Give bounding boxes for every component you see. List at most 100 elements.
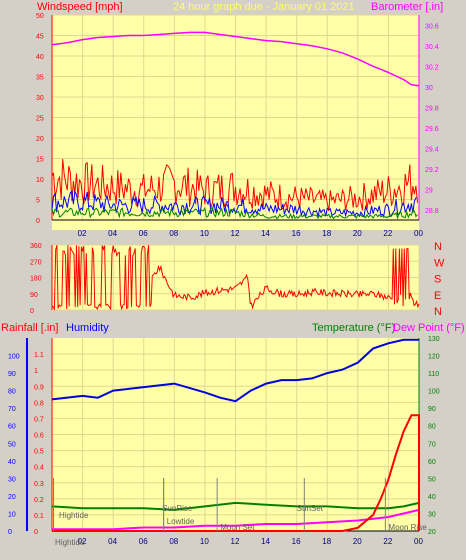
- temperature-tick-label: 70: [428, 441, 436, 448]
- windspeed-label: Windspeed [mph]: [37, 1, 123, 13]
- wind-tick-label: 30: [36, 95, 44, 102]
- humidity-tick-label: 40: [8, 459, 16, 466]
- humidity-tick-label: 70: [8, 406, 16, 413]
- humidity-tick-label: 30: [8, 476, 16, 483]
- rain-tick-label: 1: [34, 368, 38, 375]
- temperature-tick-label: 100: [428, 389, 440, 396]
- barometer-tick-label: 29.2: [425, 167, 439, 174]
- direction-tick-label: 180: [30, 276, 42, 283]
- time-tick-label: 20: [353, 229, 362, 238]
- wind-tick-label: 45: [36, 34, 44, 41]
- barometer-tick-label: 30.2: [425, 64, 439, 71]
- wind-tick-label: 35: [36, 75, 44, 82]
- time-tick-label: 02: [78, 537, 87, 546]
- rain-tick-label: 0.6: [34, 433, 44, 440]
- wind-series-line: [51, 206, 418, 220]
- humidity-tick-label: 20: [8, 494, 16, 501]
- wind-series-line: [51, 158, 418, 212]
- barometer-tick-label: 29.4: [425, 146, 439, 153]
- temperature-label: Temperature (°F): [312, 322, 395, 334]
- barometer-tick-label: 28.8: [425, 208, 439, 215]
- direction-tick-label: 90: [30, 292, 38, 299]
- humidity-tick-label: 50: [8, 441, 16, 448]
- event-label: Hightide: [55, 538, 85, 547]
- time-tick-label: 22: [383, 537, 392, 546]
- temperature-tick-label: 120: [428, 354, 440, 361]
- temperature-tick-label: 20: [428, 529, 436, 536]
- rain-tick-label: 0.5: [34, 449, 44, 456]
- rain-tick-label: 0.4: [34, 465, 44, 472]
- rain-tick-label: 0.2: [34, 497, 44, 504]
- time-tick-label: 06: [139, 229, 148, 238]
- chart-marks: 0510152025303540455028.82929.229.429.629…: [8, 13, 445, 547]
- rainfall-label: Rainfall [.in]: [1, 322, 58, 334]
- humidity-tick-label: 60: [8, 424, 16, 431]
- time-tick-label: 10: [200, 537, 209, 546]
- direction-tick-label: 270: [30, 259, 42, 266]
- temperature-tick-label: 50: [428, 476, 436, 483]
- time-tick-label: 14: [261, 229, 270, 238]
- barometer-tick-label: 29.8: [425, 105, 439, 112]
- rain-tick-label: 0: [34, 529, 38, 536]
- time-tick-label: 02: [78, 229, 87, 238]
- time-tick-label: 20: [353, 537, 362, 546]
- wind-tick-label: 0: [36, 218, 40, 225]
- time-tick-label: 10: [200, 229, 209, 238]
- wind-tick-label: 15: [36, 157, 44, 164]
- event-label: Moon Rise: [388, 523, 427, 532]
- time-tick-label: 22: [383, 229, 392, 238]
- barometer-label: Barometer [.in]: [371, 1, 443, 13]
- rain-tick-label: 0.1: [34, 513, 44, 520]
- humidity-tick-label: 100: [8, 354, 20, 361]
- wind-tick-label: 5: [36, 198, 40, 205]
- compass-label: S: [434, 274, 441, 286]
- wind-tick-label: 20: [36, 136, 44, 143]
- wind-tick-label: 25: [36, 116, 44, 123]
- time-tick-label: 06: [139, 537, 148, 546]
- rain-tick-label: 0.7: [34, 416, 44, 423]
- direction-tick-label: 360: [30, 243, 42, 250]
- temperature-tick-label: 90: [428, 406, 436, 413]
- time-tick-label: 12: [231, 537, 240, 546]
- wind-tick-label: 40: [36, 54, 44, 61]
- time-tick-label: 14: [261, 537, 270, 546]
- humidity-tick-label: 0: [8, 529, 12, 536]
- time-tick-label: 08: [169, 537, 178, 546]
- series-line-humidity: [51, 338, 419, 403]
- temperature-tick-label: 110: [428, 371, 439, 378]
- temperature-tick-label: 40: [428, 494, 436, 501]
- temperature-tick-label: 130: [428, 336, 440, 343]
- event-label: Moon Set: [220, 523, 255, 532]
- event-label: SunSet: [297, 504, 324, 513]
- rain-tick-label: 0.9: [34, 384, 44, 391]
- compass-label: W: [434, 257, 445, 269]
- wind-tick-label: 50: [36, 13, 44, 20]
- series-line-temperature: [51, 501, 420, 511]
- barometer-tick-label: 29.6: [425, 126, 439, 133]
- temperature-tick-label: 30: [428, 511, 436, 518]
- compass-label: N: [434, 241, 442, 253]
- time-tick-label: 16: [292, 537, 301, 546]
- time-tick-label: 12: [231, 229, 240, 238]
- event-label: SunRise: [162, 504, 193, 513]
- time-tick-label: 04: [108, 229, 117, 238]
- barometer-tick-label: 29: [425, 187, 433, 194]
- time-tick-label: 00: [414, 537, 423, 546]
- humidity-tick-label: 10: [8, 511, 16, 518]
- rain-tick-label: 0.8: [34, 400, 44, 407]
- barometer-line: [51, 31, 420, 87]
- time-tick-label: 08: [169, 229, 178, 238]
- series-line-dew-point: [52, 508, 420, 531]
- humidity-label: Humidity: [66, 322, 109, 334]
- time-tick-label: 04: [108, 537, 117, 546]
- time-tick-label: 18: [322, 229, 331, 238]
- graph-title: 24 hour graph due - January 01 2021: [173, 1, 355, 13]
- compass-label: N: [434, 306, 442, 318]
- direction-tick-label: 0: [30, 308, 34, 315]
- wind-tick-label: 10: [36, 177, 44, 184]
- event-label: Hightide: [59, 511, 89, 520]
- time-tick-label: 16: [292, 229, 301, 238]
- temperature-tick-label: 80: [428, 424, 436, 431]
